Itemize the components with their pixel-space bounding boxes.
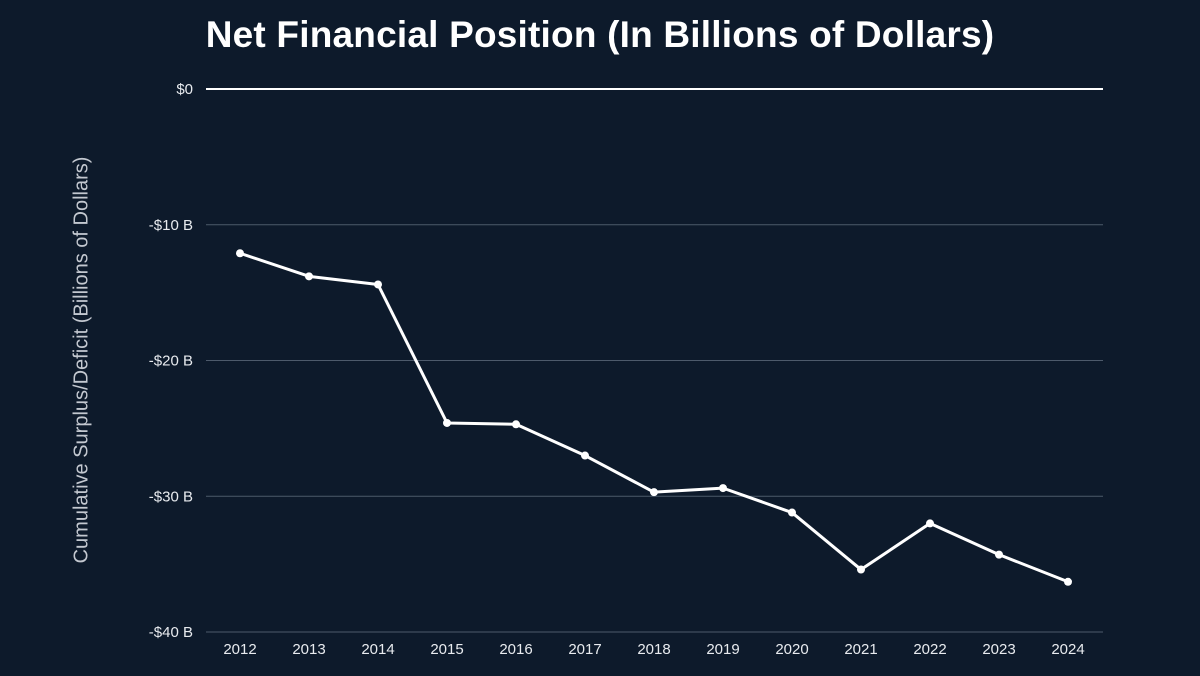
x-tick-label: 2015 <box>430 641 463 658</box>
x-tick-label: 2019 <box>706 641 739 658</box>
data-point <box>926 519 934 528</box>
x-tick-label: 2020 <box>775 641 808 658</box>
data-point <box>857 565 865 574</box>
chart-title: Net Financial Position (In Billions of D… <box>205 14 995 55</box>
x-tick-label: 2016 <box>499 641 532 658</box>
data-point <box>1064 577 1072 586</box>
data-point <box>236 249 244 258</box>
x-tick-label: 2023 <box>982 641 1015 658</box>
series-line <box>238 251 1070 584</box>
data-point <box>581 451 589 460</box>
data-point <box>443 418 451 427</box>
y-tick-label: -$30 B <box>149 488 193 505</box>
data-point <box>719 484 727 493</box>
x-tick-label: 2012 <box>223 641 256 658</box>
data-point <box>650 488 658 497</box>
y-tick-label: -$10 B <box>149 217 193 234</box>
x-tick-label: 2022 <box>913 641 946 658</box>
y-tick-label: -$20 B <box>149 353 193 370</box>
x-tick-label: 2018 <box>637 641 670 658</box>
x-tick-label: 2017 <box>568 641 601 658</box>
x-tick-label: 2014 <box>361 641 394 658</box>
data-point <box>995 550 1003 559</box>
data-point <box>305 272 313 281</box>
x-tick-label: 2013 <box>292 641 325 658</box>
data-point <box>512 420 520 429</box>
data-point <box>374 280 382 289</box>
y-tick-label: -$40 B <box>149 624 193 641</box>
y-tick-label: $0 <box>176 81 193 98</box>
x-tick-label: 2021 <box>844 641 877 658</box>
x-tick-label: 2024 <box>1051 641 1084 658</box>
data-point <box>788 508 796 517</box>
